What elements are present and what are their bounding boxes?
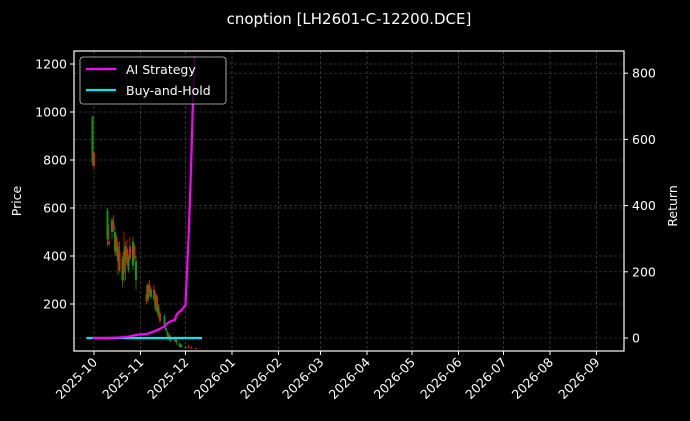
candlestick-series <box>91 115 197 350</box>
legend-box <box>79 56 227 105</box>
candle-body <box>108 241 110 244</box>
y-tick-label: 800 <box>43 153 67 168</box>
candle-body <box>174 337 176 342</box>
candle-body <box>195 348 197 350</box>
y-tick-label: 200 <box>43 297 67 312</box>
y-tick-label: 1200 <box>35 57 67 72</box>
line-series <box>86 56 202 340</box>
candle-body <box>133 246 136 259</box>
candle-body <box>112 222 115 230</box>
y-axis-right: 0 200 400 600 800 <box>624 66 656 346</box>
chart-title: cnoption [LH2601-C-12200.DCE] <box>227 10 472 28</box>
candle-body <box>147 284 149 300</box>
candle-body <box>135 260 137 280</box>
candle-body <box>150 289 152 297</box>
candle-body <box>123 251 125 273</box>
legend-label-buy-and-hold: Buy-and-Hold <box>126 83 211 98</box>
candle-body <box>117 246 119 261</box>
candle-body <box>148 284 151 295</box>
candle-body <box>121 258 124 280</box>
candle-body <box>157 306 160 316</box>
candle-body <box>190 347 193 349</box>
candle-body <box>178 343 181 346</box>
candle-body <box>115 236 118 254</box>
candle-body <box>154 294 157 309</box>
y2-axis-label: Return <box>665 185 680 226</box>
y2-tick-label: 0 <box>632 331 640 346</box>
candle-body <box>169 337 172 342</box>
candle-body <box>91 116 94 163</box>
candle-body <box>145 294 148 302</box>
candle-body <box>163 316 166 326</box>
candle-body <box>166 332 169 336</box>
candle-body <box>118 251 121 271</box>
candle-body <box>156 296 158 312</box>
y-axis-left: 200 400 600 800 1000 1200 <box>35 57 74 312</box>
legend: AI Strategy Buy-and-Hold <box>79 56 227 105</box>
candle-body <box>187 346 190 348</box>
series-line-ai-strategy <box>92 56 196 340</box>
candle-body <box>124 246 127 261</box>
candle-body <box>129 246 131 259</box>
plot-frame <box>73 50 625 352</box>
y-tick-label: 1000 <box>35 105 67 120</box>
y2-tick-label: 200 <box>632 264 656 279</box>
candle-body <box>180 344 182 348</box>
candle-body <box>114 232 116 252</box>
candle-body <box>111 220 113 232</box>
candle-body <box>106 210 109 240</box>
y-tick-label: 600 <box>43 201 67 216</box>
candle-body <box>93 152 95 166</box>
y-axis-label: Price <box>9 185 24 216</box>
candle-body <box>165 328 167 331</box>
legend-label-ai-strategy: AI Strategy <box>126 62 196 77</box>
candle-body <box>175 340 178 343</box>
candle-body <box>127 256 130 271</box>
candle-body <box>159 313 161 321</box>
y2-tick-label: 800 <box>632 66 656 81</box>
y2-tick-label: 400 <box>632 198 656 213</box>
y-tick-label: 400 <box>43 249 67 264</box>
candle-body <box>132 241 134 266</box>
candle-body <box>153 289 155 300</box>
y2-tick-label: 600 <box>632 132 656 147</box>
candle-body <box>126 248 128 264</box>
candle-body <box>184 347 187 349</box>
